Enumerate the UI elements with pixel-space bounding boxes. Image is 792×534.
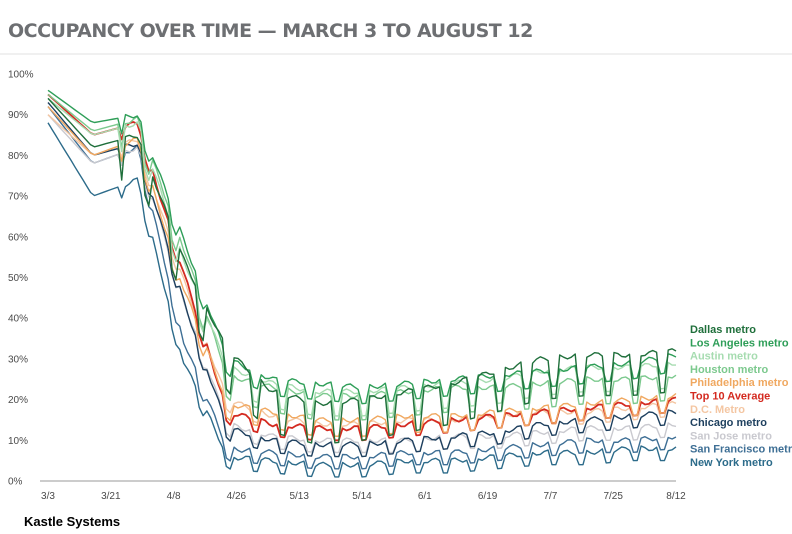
x-tick-label: 7/7 [543, 491, 557, 502]
legend-item: Houston metro [690, 364, 769, 376]
y-tick-label: 10% [8, 436, 28, 447]
x-tick-label: 5/13 [289, 491, 309, 502]
x-tick-label: 6/1 [418, 491, 432, 502]
y-tick-label: 70% [8, 192, 28, 203]
series-line-austin-metro [47, 97, 676, 417]
source-label: Kastle Systems [24, 514, 121, 529]
y-tick-label: 40% [8, 314, 28, 325]
legend-item: Chicago metro [690, 417, 767, 429]
legend-item: San Jose metro [690, 430, 772, 442]
series-line-dallas-metro [47, 97, 677, 444]
legend-item: San Francisco metro [690, 444, 792, 456]
y-tick-label: 90% [8, 110, 28, 121]
series-line-chicago-metro [47, 102, 677, 458]
y-tick-label: 100% [8, 70, 34, 81]
x-tick-label: 4/8 [167, 491, 181, 502]
x-tick-label: 3/21 [101, 491, 121, 502]
series-line-san-francisco-metro [47, 106, 677, 470]
legend-item: Los Angeles metro [690, 337, 789, 349]
legend-item: Top 10 Average [690, 391, 770, 403]
x-tick-label: 3/3 [41, 491, 55, 502]
y-axis-ticks: 0% 10% 20% 30% 40% 50% 60% 70% 80% 90% 100% [8, 70, 34, 488]
legend-item: D.C. Metro [690, 404, 745, 416]
y-tick-label: 60% [8, 232, 28, 243]
x-tick-label: 6/19 [478, 491, 498, 502]
x-tick-label: 8/12 [666, 491, 686, 502]
x-axis-ticks: 3/3 3/21 4/8 4/26 5/13 5/14 6/1 6/19 7/7 7/25 8/12 [41, 491, 686, 502]
series-line-new-york-metro [47, 122, 677, 478]
chart-title: OCCUPANCY OVER TIME — MARCH 3 TO AUGUST … [8, 20, 533, 42]
series-line-houston-metro [47, 93, 677, 421]
legend-item: Austin metro [690, 351, 758, 363]
y-tick-label: 80% [8, 151, 28, 162]
x-tick-label: 5/14 [352, 491, 372, 502]
series-lines [47, 89, 677, 478]
y-tick-label: 30% [8, 354, 28, 365]
series-line-los-angeles-metro [47, 89, 677, 405]
x-tick-label: 4/26 [227, 491, 247, 502]
y-tick-label: 0% [8, 477, 23, 488]
y-tick-label: 50% [8, 273, 28, 284]
legend-item: Philadelphia metro [690, 377, 789, 389]
legend-item: Dallas metro [690, 324, 756, 336]
legend-item: New York metro [690, 457, 773, 469]
y-tick-label: 20% [8, 395, 28, 406]
x-tick-label: 7/25 [603, 491, 623, 502]
